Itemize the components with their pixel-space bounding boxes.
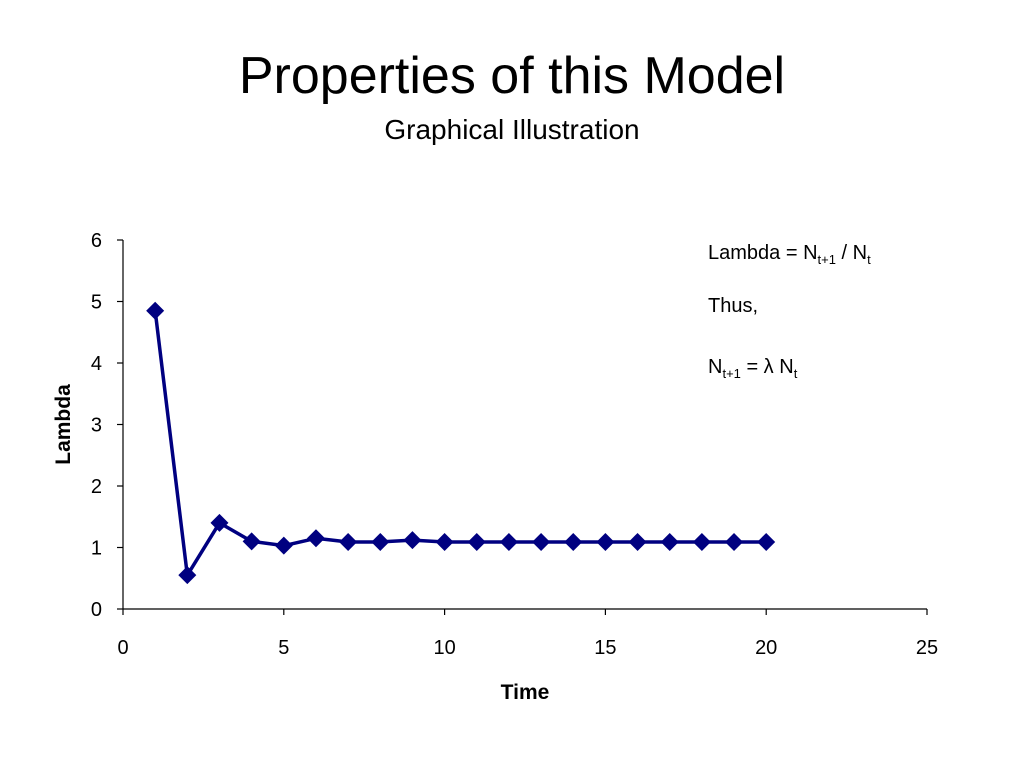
chart-ticks: 0 1 2 3 4 5 6 0 5 10 15 20 25 [91,230,938,659]
x-tick-label: 10 [433,637,455,659]
y-tick-label: 4 [91,353,102,375]
data-point-marker [757,532,776,551]
y-tick-label: 6 [91,230,102,252]
data-point-marker [725,532,744,551]
data-point-marker [371,532,390,551]
lambda-def-mid: / N [835,242,868,264]
y-tick-label: 2 [91,476,102,498]
data-point-marker [596,532,615,551]
x-tick-label: 0 [117,637,128,659]
data-point-marker [564,532,583,551]
data-point-marker [306,529,325,548]
data-point-marker [660,532,679,551]
lambda-definition: Lambda = Nt+1 / Nt [708,240,871,266]
recurrence-sub1: t+1 [722,366,741,381]
chart-series [146,301,776,585]
y-axis-title: Lambda [52,384,75,465]
x-tick-label: 5 [278,637,289,659]
recurrence-prefix: N [708,356,723,378]
data-point-marker [210,513,229,532]
lambda-def-sub2: t [867,252,871,267]
series-line [153,310,767,577]
y-tick-label: 5 [91,292,102,314]
x-tick-label: 20 [755,637,777,659]
data-point-marker [467,532,486,551]
data-point-marker [692,532,711,551]
x-axis-title: Time [501,681,550,704]
x-tick-label: 25 [916,637,938,659]
data-point-marker [274,536,293,555]
data-point-marker [403,531,422,550]
data-point-marker [339,532,358,551]
slide-title: Properties of this Model [238,47,786,105]
data-point-marker [628,532,647,551]
data-point-marker [178,566,197,585]
y-tick-label: 0 [91,599,102,621]
chart-axes [122,240,927,610]
recurrence-mid: = λ N [740,356,794,378]
lambda-def-sub1: t+1 [817,252,836,267]
y-tick-label: 3 [91,415,102,437]
x-tick-label: 15 [594,637,616,659]
data-point-marker [532,532,551,551]
data-point-marker [435,532,454,551]
data-point-marker [242,532,261,551]
thus-text: Thus, [708,295,759,317]
data-point-marker [146,301,165,320]
data-point-marker [499,532,518,551]
lambda-def-prefix: Lambda = N [708,242,818,264]
y-tick-label: 1 [91,538,102,560]
recurrence-sub2: t [793,366,798,381]
recurrence-formula: Nt+1 = λ Nt [708,354,797,380]
slide-subtitle: Graphical Illustration [384,114,640,145]
